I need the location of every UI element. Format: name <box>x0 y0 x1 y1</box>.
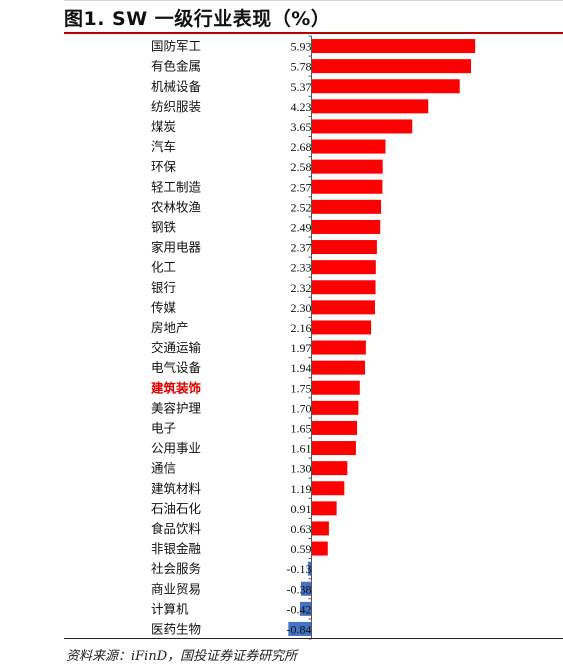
bar <box>311 260 376 275</box>
bar <box>311 400 359 415</box>
category-label: 钢铁 <box>151 219 177 234</box>
bar <box>311 179 383 194</box>
bar <box>311 280 376 295</box>
value-label: 2.32 <box>291 281 312 295</box>
bar <box>307 561 312 576</box>
category-label: 美容护理 <box>151 400 202 415</box>
category-label: 有色金属 <box>151 59 201 74</box>
bar <box>311 461 348 476</box>
value-label: 5.93 <box>291 40 312 54</box>
bar <box>311 481 345 496</box>
value-label: 1.19 <box>291 482 312 496</box>
category-label: 食品饮料 <box>151 521 202 536</box>
value-label: 1.65 <box>291 421 312 435</box>
category-label: 银行 <box>151 280 176 295</box>
category-label: 轻工制造 <box>151 179 202 194</box>
category-label: 社会服务 <box>151 561 201 576</box>
value-label: 2.37 <box>291 241 312 255</box>
value-label: 2.33 <box>291 261 312 275</box>
value-label: 2.16 <box>291 321 312 335</box>
bar <box>311 340 366 355</box>
bar <box>311 501 337 516</box>
category-label: 房地产 <box>151 320 189 335</box>
value-label: 3.65 <box>291 120 312 134</box>
bar <box>311 119 413 134</box>
bottom-rule <box>64 638 563 639</box>
value-label: 0.91 <box>291 502 312 516</box>
value-label: 2.49 <box>291 220 312 234</box>
bar <box>311 541 328 556</box>
value-label: 2.58 <box>291 160 312 174</box>
bar <box>311 300 375 315</box>
value-label: 1.30 <box>291 462 312 476</box>
bar <box>311 39 476 54</box>
bar <box>311 240 377 255</box>
bar <box>311 360 366 375</box>
category-label: 传媒 <box>151 300 177 315</box>
category-label: 汽车 <box>151 139 176 154</box>
value-label: 2.68 <box>291 140 312 154</box>
value-label: 0.63 <box>291 522 312 536</box>
category-label: 机械设备 <box>151 79 202 94</box>
value-label: 2.57 <box>291 180 312 194</box>
value-label: 5.78 <box>291 60 312 74</box>
value-label: 0.59 <box>291 542 312 556</box>
bar <box>311 420 358 435</box>
category-label: 建筑材料 <box>151 481 202 496</box>
bar <box>311 59 472 74</box>
bar <box>311 219 381 234</box>
top-rule <box>64 0 563 1</box>
category-label: 农林牧渔 <box>151 199 201 214</box>
value-label: 1.75 <box>291 381 312 395</box>
category-label: 石油石化 <box>151 501 202 516</box>
value-label: -0.84 <box>287 622 312 636</box>
bar <box>311 521 329 536</box>
category-label: 非银金融 <box>151 541 202 556</box>
category-label: 医药生物 <box>151 621 201 636</box>
category-label: 环保 <box>151 159 177 174</box>
title-rule <box>64 32 563 34</box>
bar <box>299 601 312 616</box>
category-label: 通信 <box>151 461 176 476</box>
bar <box>311 199 382 214</box>
bar <box>311 139 386 154</box>
bar <box>301 581 312 596</box>
category-label: 电子 <box>151 420 176 435</box>
chart-title: 图1. SW 一级行业表现（%） <box>64 8 331 30</box>
category-label: 化工 <box>151 260 176 275</box>
value-label: 5.37 <box>291 80 312 94</box>
value-label: -0.42 <box>287 602 312 616</box>
category-label: 煤炭 <box>151 119 176 134</box>
value-label: 4.23 <box>291 100 312 114</box>
bar <box>311 99 429 114</box>
value-label: 1.70 <box>291 401 312 415</box>
bar <box>311 159 383 174</box>
category-label: 计算机 <box>151 601 189 616</box>
bar <box>311 320 372 335</box>
category-label: 公用事业 <box>151 441 201 456</box>
value-label: -0.13 <box>287 562 312 576</box>
category-label: 纺织服装 <box>151 99 201 114</box>
value-label: 1.94 <box>291 361 312 375</box>
category-label: 商业贸易 <box>151 581 201 596</box>
bar <box>311 441 356 456</box>
value-label: 2.52 <box>291 200 312 214</box>
value-label: 2.30 <box>291 301 312 315</box>
bar <box>311 380 360 395</box>
category-label: 交通运输 <box>151 340 202 355</box>
source-note: 资料来源：iFinD，国投证券证券研究所 <box>66 649 298 664</box>
value-label: -0.38 <box>287 582 312 596</box>
category-label: 国防军工 <box>151 39 201 54</box>
bar <box>288 621 312 636</box>
category-label: 建筑装饰 <box>151 380 202 395</box>
value-label: 1.61 <box>291 442 312 456</box>
category-label: 家用电器 <box>151 240 202 255</box>
bar <box>311 79 460 94</box>
category-label: 电气设备 <box>151 360 202 375</box>
value-label: 1.97 <box>291 341 312 355</box>
